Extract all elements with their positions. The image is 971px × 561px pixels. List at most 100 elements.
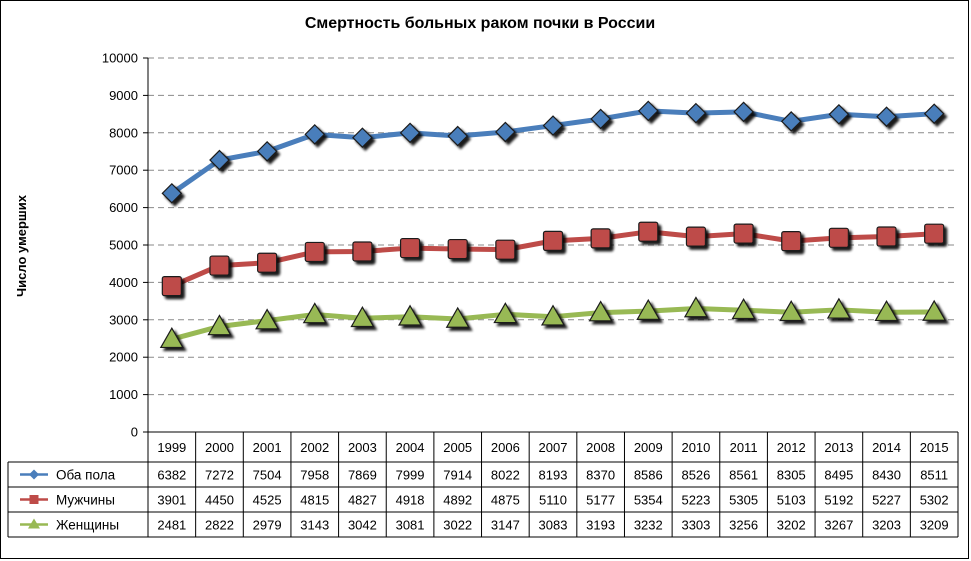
y-axis: 0 1000 2000 3000 4000 5000 6000 7000 8000 9000 100… [102, 51, 149, 440]
data-label: 7914 [443, 468, 472, 483]
data-label: 4815 [300, 493, 329, 508]
data-label: 8370 [586, 468, 615, 483]
y-tick-label: 2000 [109, 350, 138, 365]
y-tick-label: 9000 [109, 88, 138, 103]
data-point [876, 226, 897, 247]
data-label: 8511 [920, 468, 948, 483]
data-point [876, 106, 897, 128]
data-label: 8193 [539, 468, 568, 483]
legend-marker [20, 495, 48, 504]
data-point [399, 122, 421, 144]
data-label: 7999 [396, 468, 425, 483]
data-point [352, 127, 373, 149]
x-category-label: 2000 [205, 440, 234, 455]
y-tick-label: 3000 [109, 312, 138, 327]
data-point [638, 221, 659, 242]
data-label: 3081 [396, 518, 425, 533]
data-point [590, 108, 611, 130]
data-label: 5227 [872, 493, 901, 508]
legend-marker [20, 469, 48, 480]
y-tick-label: 7000 [109, 163, 138, 178]
x-category-label: 2011 [730, 440, 758, 455]
data-label: 7869 [348, 468, 377, 483]
data-label: 4525 [253, 493, 282, 508]
x-category-label: 2014 [872, 440, 901, 455]
data-point [257, 252, 278, 273]
x-category-label: 2007 [539, 440, 568, 455]
data-label: 4892 [443, 493, 472, 508]
data-label: 5354 [634, 493, 663, 508]
data-label: 4450 [205, 493, 234, 508]
data-label: 3303 [681, 518, 710, 533]
data-label: 3193 [586, 518, 615, 533]
x-category-label: 1999 [157, 440, 186, 455]
x-category-label: 2006 [491, 440, 520, 455]
data-point [590, 228, 611, 249]
data-point [493, 302, 518, 324]
data-label: 5223 [681, 493, 710, 508]
data-point [779, 300, 804, 322]
chart-title: Смертность больных раком почки в России [305, 15, 655, 32]
x-category-label: 2010 [681, 440, 710, 455]
y-tick-label: 10000 [102, 51, 138, 66]
data-label: 3143 [300, 518, 329, 533]
data-point [828, 103, 850, 125]
data-point [399, 237, 421, 259]
x-category-label: 2012 [777, 440, 806, 455]
data-label: 8586 [634, 468, 663, 483]
data-label: 2979 [253, 518, 282, 533]
data-point [495, 239, 516, 260]
data-label: 8561 [729, 468, 758, 483]
data-point [780, 111, 802, 132]
data-label: 6382 [157, 468, 186, 483]
legend-marker [20, 518, 48, 529]
data-point [588, 300, 613, 322]
data-label: 3203 [872, 518, 901, 533]
data-label: 3202 [777, 518, 806, 533]
data-label: 3267 [824, 518, 853, 533]
data-point [445, 306, 470, 328]
data-point [304, 124, 326, 145]
data-point [540, 304, 566, 326]
y-tick-label: 0 [131, 425, 138, 440]
data-label: 8430 [872, 468, 901, 483]
data-point [542, 115, 564, 136]
data-point [209, 255, 230, 276]
data-point [495, 121, 516, 143]
data-label: 8305 [777, 468, 806, 483]
legend-entry: Оба пола [56, 468, 116, 483]
y-axis-label: Число умерших [14, 194, 29, 297]
data-point [352, 241, 373, 262]
data-label: 8022 [491, 468, 520, 483]
plot-series [159, 100, 947, 349]
data-label: 7272 [205, 468, 234, 483]
data-label: 5302 [920, 493, 949, 508]
x-category-label: 2008 [586, 440, 615, 455]
data-label: 5177 [586, 493, 615, 508]
x-category-label: 2013 [824, 440, 853, 455]
data-label: 5103 [777, 493, 806, 508]
data-point [542, 230, 564, 251]
data-point [828, 227, 849, 248]
data-point [683, 296, 708, 318]
data-label: 3022 [443, 518, 472, 533]
x-category-label: 2001 [253, 440, 282, 455]
data-point [398, 304, 423, 326]
data-table: 1999 2000 2001 2002 2003 2004 2005 2006 2007 2008… [7, 431, 959, 538]
x-category-label: 2005 [443, 440, 472, 455]
data-point [304, 241, 325, 263]
x-category-label: 2009 [634, 440, 663, 455]
data-point [256, 141, 278, 162]
data-point [302, 302, 327, 324]
data-point [159, 327, 184, 349]
data-point [731, 298, 756, 320]
data-point [350, 306, 375, 328]
gridlines [148, 57, 958, 396]
data-point [685, 102, 707, 124]
y-tick-label: 6000 [109, 200, 138, 215]
data-point [209, 149, 230, 171]
data-label: 3042 [348, 518, 377, 533]
data-label: 5305 [729, 493, 758, 508]
x-category-label: 2004 [396, 440, 425, 455]
